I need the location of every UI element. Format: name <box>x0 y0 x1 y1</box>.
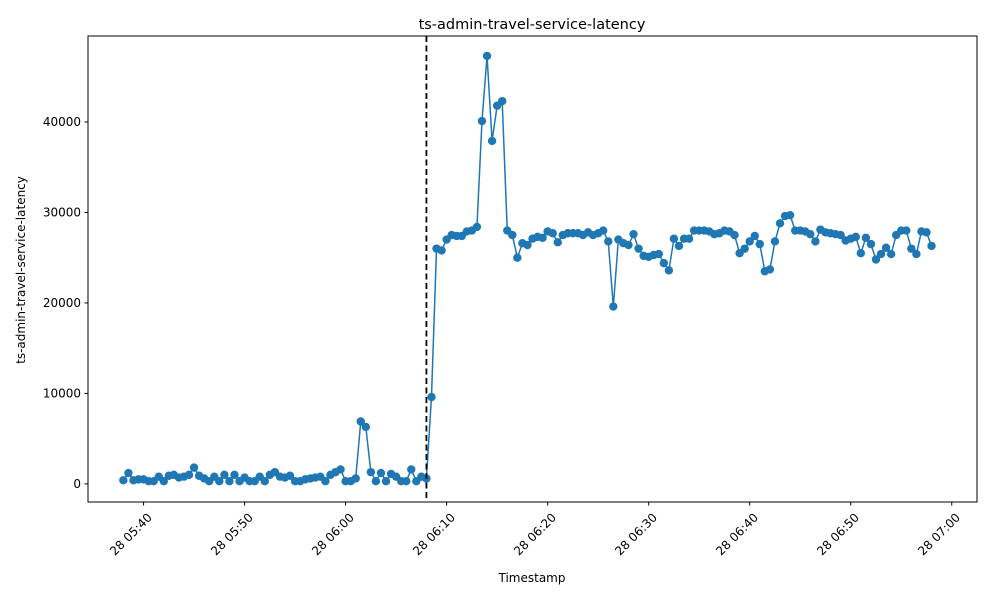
data-point <box>321 476 330 486</box>
data-point <box>811 237 820 246</box>
data-point <box>866 239 876 249</box>
data-point <box>669 234 679 243</box>
data-point <box>351 474 360 483</box>
data-point <box>513 253 522 262</box>
data-point <box>775 219 785 228</box>
data-point <box>629 229 638 239</box>
x-tick-label: 28 06:50 <box>814 510 862 558</box>
data-point <box>260 476 269 486</box>
x-tick-label: 28 06:00 <box>309 510 357 558</box>
data-point <box>119 476 128 485</box>
data-point <box>745 237 754 246</box>
data-point <box>482 51 492 61</box>
y-tick-label: 30000 <box>43 206 81 220</box>
data-point <box>907 244 916 253</box>
data-point <box>124 468 133 478</box>
y-tick-label: 0 <box>73 477 81 491</box>
data-point <box>604 237 613 246</box>
data-point <box>356 417 365 426</box>
data-point <box>487 136 497 146</box>
data-point <box>871 255 881 264</box>
data-point <box>851 232 860 242</box>
data-point <box>381 476 391 486</box>
data-point <box>750 231 759 241</box>
data-point <box>886 249 896 259</box>
data-point <box>922 228 931 237</box>
data-point <box>477 116 487 126</box>
data-point <box>215 476 224 486</box>
data-point <box>664 266 674 275</box>
x-axis-title: Timestamp <box>498 571 566 585</box>
data-point <box>472 222 482 232</box>
data-point <box>856 248 866 258</box>
y-tick-label: 40000 <box>43 115 81 129</box>
data-point <box>553 238 562 247</box>
data-point <box>912 249 921 259</box>
data-point <box>220 470 229 480</box>
data-point <box>770 237 780 246</box>
data-point <box>674 241 684 251</box>
data-point <box>184 470 194 480</box>
plot-frame <box>87 35 978 503</box>
x-tick-label: 28 06:40 <box>713 510 761 558</box>
data-point <box>740 244 749 253</box>
x-axis: 28 05:40 28 05:50 28 06:00 28 06:10 28 06:20… <box>107 502 963 558</box>
x-tick-label: 28 06:10 <box>410 510 458 558</box>
data-point <box>376 468 386 478</box>
data-point <box>902 226 911 235</box>
y-axis: 0 10000 20000 30000 40000 <box>43 115 88 491</box>
x-tick-label: 28 05:40 <box>107 510 155 558</box>
x-tick-label: 28 06:20 <box>511 510 559 558</box>
data-point <box>407 465 416 474</box>
x-tick-label: 28 05:50 <box>208 510 256 558</box>
series-line <box>122 55 933 482</box>
data-point <box>881 243 891 252</box>
data-point <box>755 239 764 249</box>
data-point <box>654 249 663 259</box>
data-point <box>634 244 643 253</box>
data-point <box>159 476 168 486</box>
data-point <box>684 234 694 243</box>
data-point <box>927 241 936 251</box>
data-point <box>538 233 547 242</box>
plot-area <box>119 36 936 502</box>
data-point <box>285 471 295 480</box>
data-point <box>599 226 608 235</box>
data-point <box>366 467 376 477</box>
y-tick-label: 10000 <box>43 387 81 401</box>
data-point <box>497 96 507 106</box>
y-axis-title: ts-admin-travel-service-latency <box>14 176 28 364</box>
data-point <box>785 210 795 220</box>
data-point <box>876 249 886 259</box>
chart-title: ts-admin-travel-service-latency <box>419 17 646 33</box>
data-point <box>548 229 557 238</box>
x-tick-label: 28 07:00 <box>915 510 963 558</box>
data-point <box>225 476 234 486</box>
data-point <box>609 302 618 311</box>
data-point <box>336 465 345 474</box>
data-point <box>508 230 517 240</box>
data-point <box>523 240 532 250</box>
data-point <box>230 470 239 480</box>
data-point <box>765 265 775 274</box>
data-point <box>437 246 446 255</box>
data-point <box>402 476 411 486</box>
data-point <box>624 240 633 250</box>
data-point <box>861 233 871 242</box>
y-tick-label: 20000 <box>43 296 81 310</box>
data-point <box>730 230 739 240</box>
data-point <box>371 476 381 486</box>
data-point <box>427 392 436 402</box>
data-point <box>836 230 845 240</box>
data-point <box>806 229 815 239</box>
data-point <box>189 463 199 472</box>
x-tick-label: 28 06:30 <box>612 510 660 558</box>
data-point <box>659 258 669 268</box>
data-point <box>361 422 371 432</box>
